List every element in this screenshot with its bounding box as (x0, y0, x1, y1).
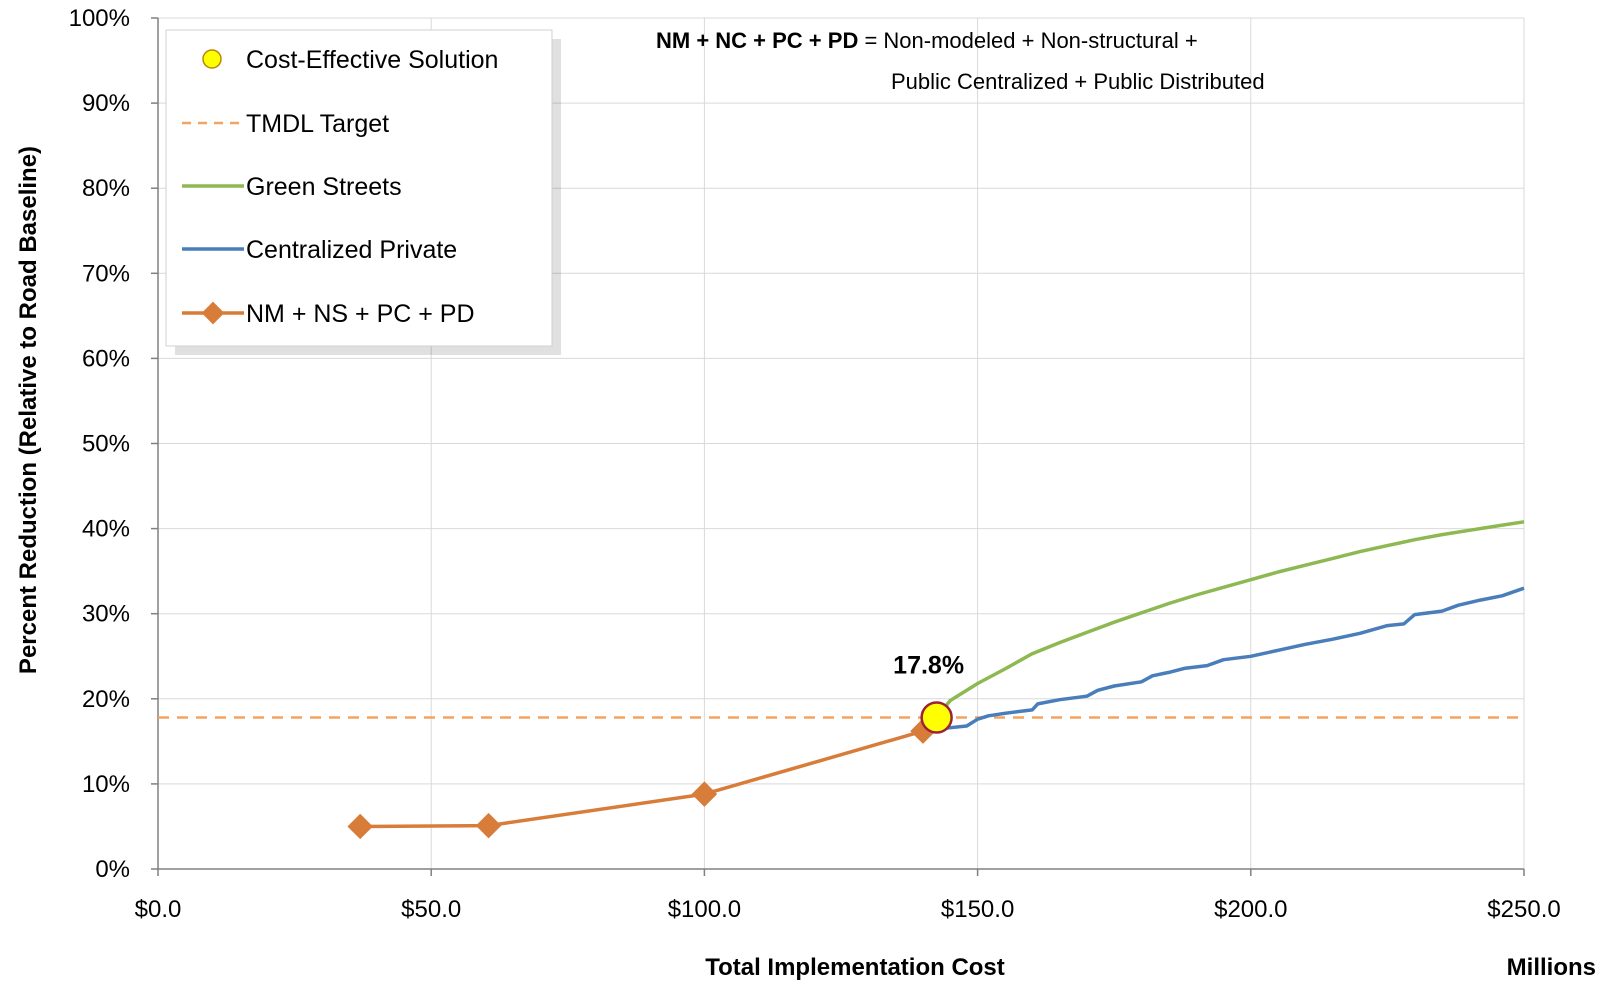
x-tick-label: $50.0 (401, 896, 461, 923)
x-tick-label: $250.0 (1487, 896, 1560, 923)
y-tick-label: 0% (95, 856, 130, 883)
series-line-centralized-private (936, 586, 1525, 732)
legend-label-tmdl: TMDL Target (246, 110, 389, 138)
y-tick-label: 90% (82, 90, 130, 117)
x-axis-label: Total Implementation Cost (705, 954, 1005, 981)
y-tick-labels: 0% 10% 20% 30% 40% 50% 60% 70% 80% 90% 100% (69, 5, 130, 883)
legend-swatch-solution (202, 49, 222, 69)
x-tick-label: $100.0 (668, 896, 741, 923)
series-marker-nm-ns-pc-pd (691, 781, 718, 807)
x-tick-label: $0.0 (135, 896, 182, 923)
y-tick-label: 80% (82, 175, 130, 202)
solution-value-label: 17.8% (893, 652, 964, 680)
series-line-green-streets (935, 520, 1525, 719)
legend-label-centralized: Centralized Private (246, 236, 457, 264)
legend-label-solution: Cost-Effective Solution (246, 46, 498, 74)
plot-area (158, 520, 1525, 840)
y-tick-label: 70% (82, 260, 130, 287)
legend-box (165, 29, 553, 347)
legend-label-green: Green Streets (246, 173, 402, 201)
x-axis-unit-label: Millions (1507, 954, 1596, 981)
cost-effective-solution-point (920, 701, 953, 734)
annotation-line-2: Public Centralized + Public Distributed (891, 69, 1265, 94)
y-tick-label: 20% (82, 686, 130, 713)
y-tick-label: 10% (82, 771, 130, 798)
x-tick-labels: $0.0 $50.0 $100.0 $150.0 $200.0 $250.0 (135, 896, 1561, 923)
legend-label-nm: NM + NS + PC + PD (246, 300, 475, 328)
y-tick-label: 30% (82, 601, 130, 628)
y-axis-label: Percent Reduction (Relative to Road Base… (15, 146, 42, 674)
y-tick-label: 60% (82, 345, 130, 372)
y-tick-label: 100% (69, 5, 130, 32)
x-tick-label: $200.0 (1214, 896, 1287, 923)
series-marker-nm-ns-pc-pd (475, 812, 502, 839)
y-tick-label: 40% (82, 516, 130, 543)
x-tick-label: $150.0 (941, 896, 1014, 923)
y-tick-label: 50% (82, 431, 130, 458)
annotation-lead: NM + NC + PC + PD (656, 28, 858, 53)
annotation-line-1: NM + NC + PC + PD = Non-modeled + Non-st… (656, 28, 1198, 53)
series-line-nm-ns-pc-pd (360, 729, 924, 829)
axes (151, 17, 1525, 876)
series-marker-nm-ns-pc-pd (347, 813, 373, 840)
legend: Cost-Effective Solution TMDL Target Gree… (165, 29, 561, 355)
annotation-line1-text: = Non-modeled + Non-structural + (858, 28, 1197, 53)
